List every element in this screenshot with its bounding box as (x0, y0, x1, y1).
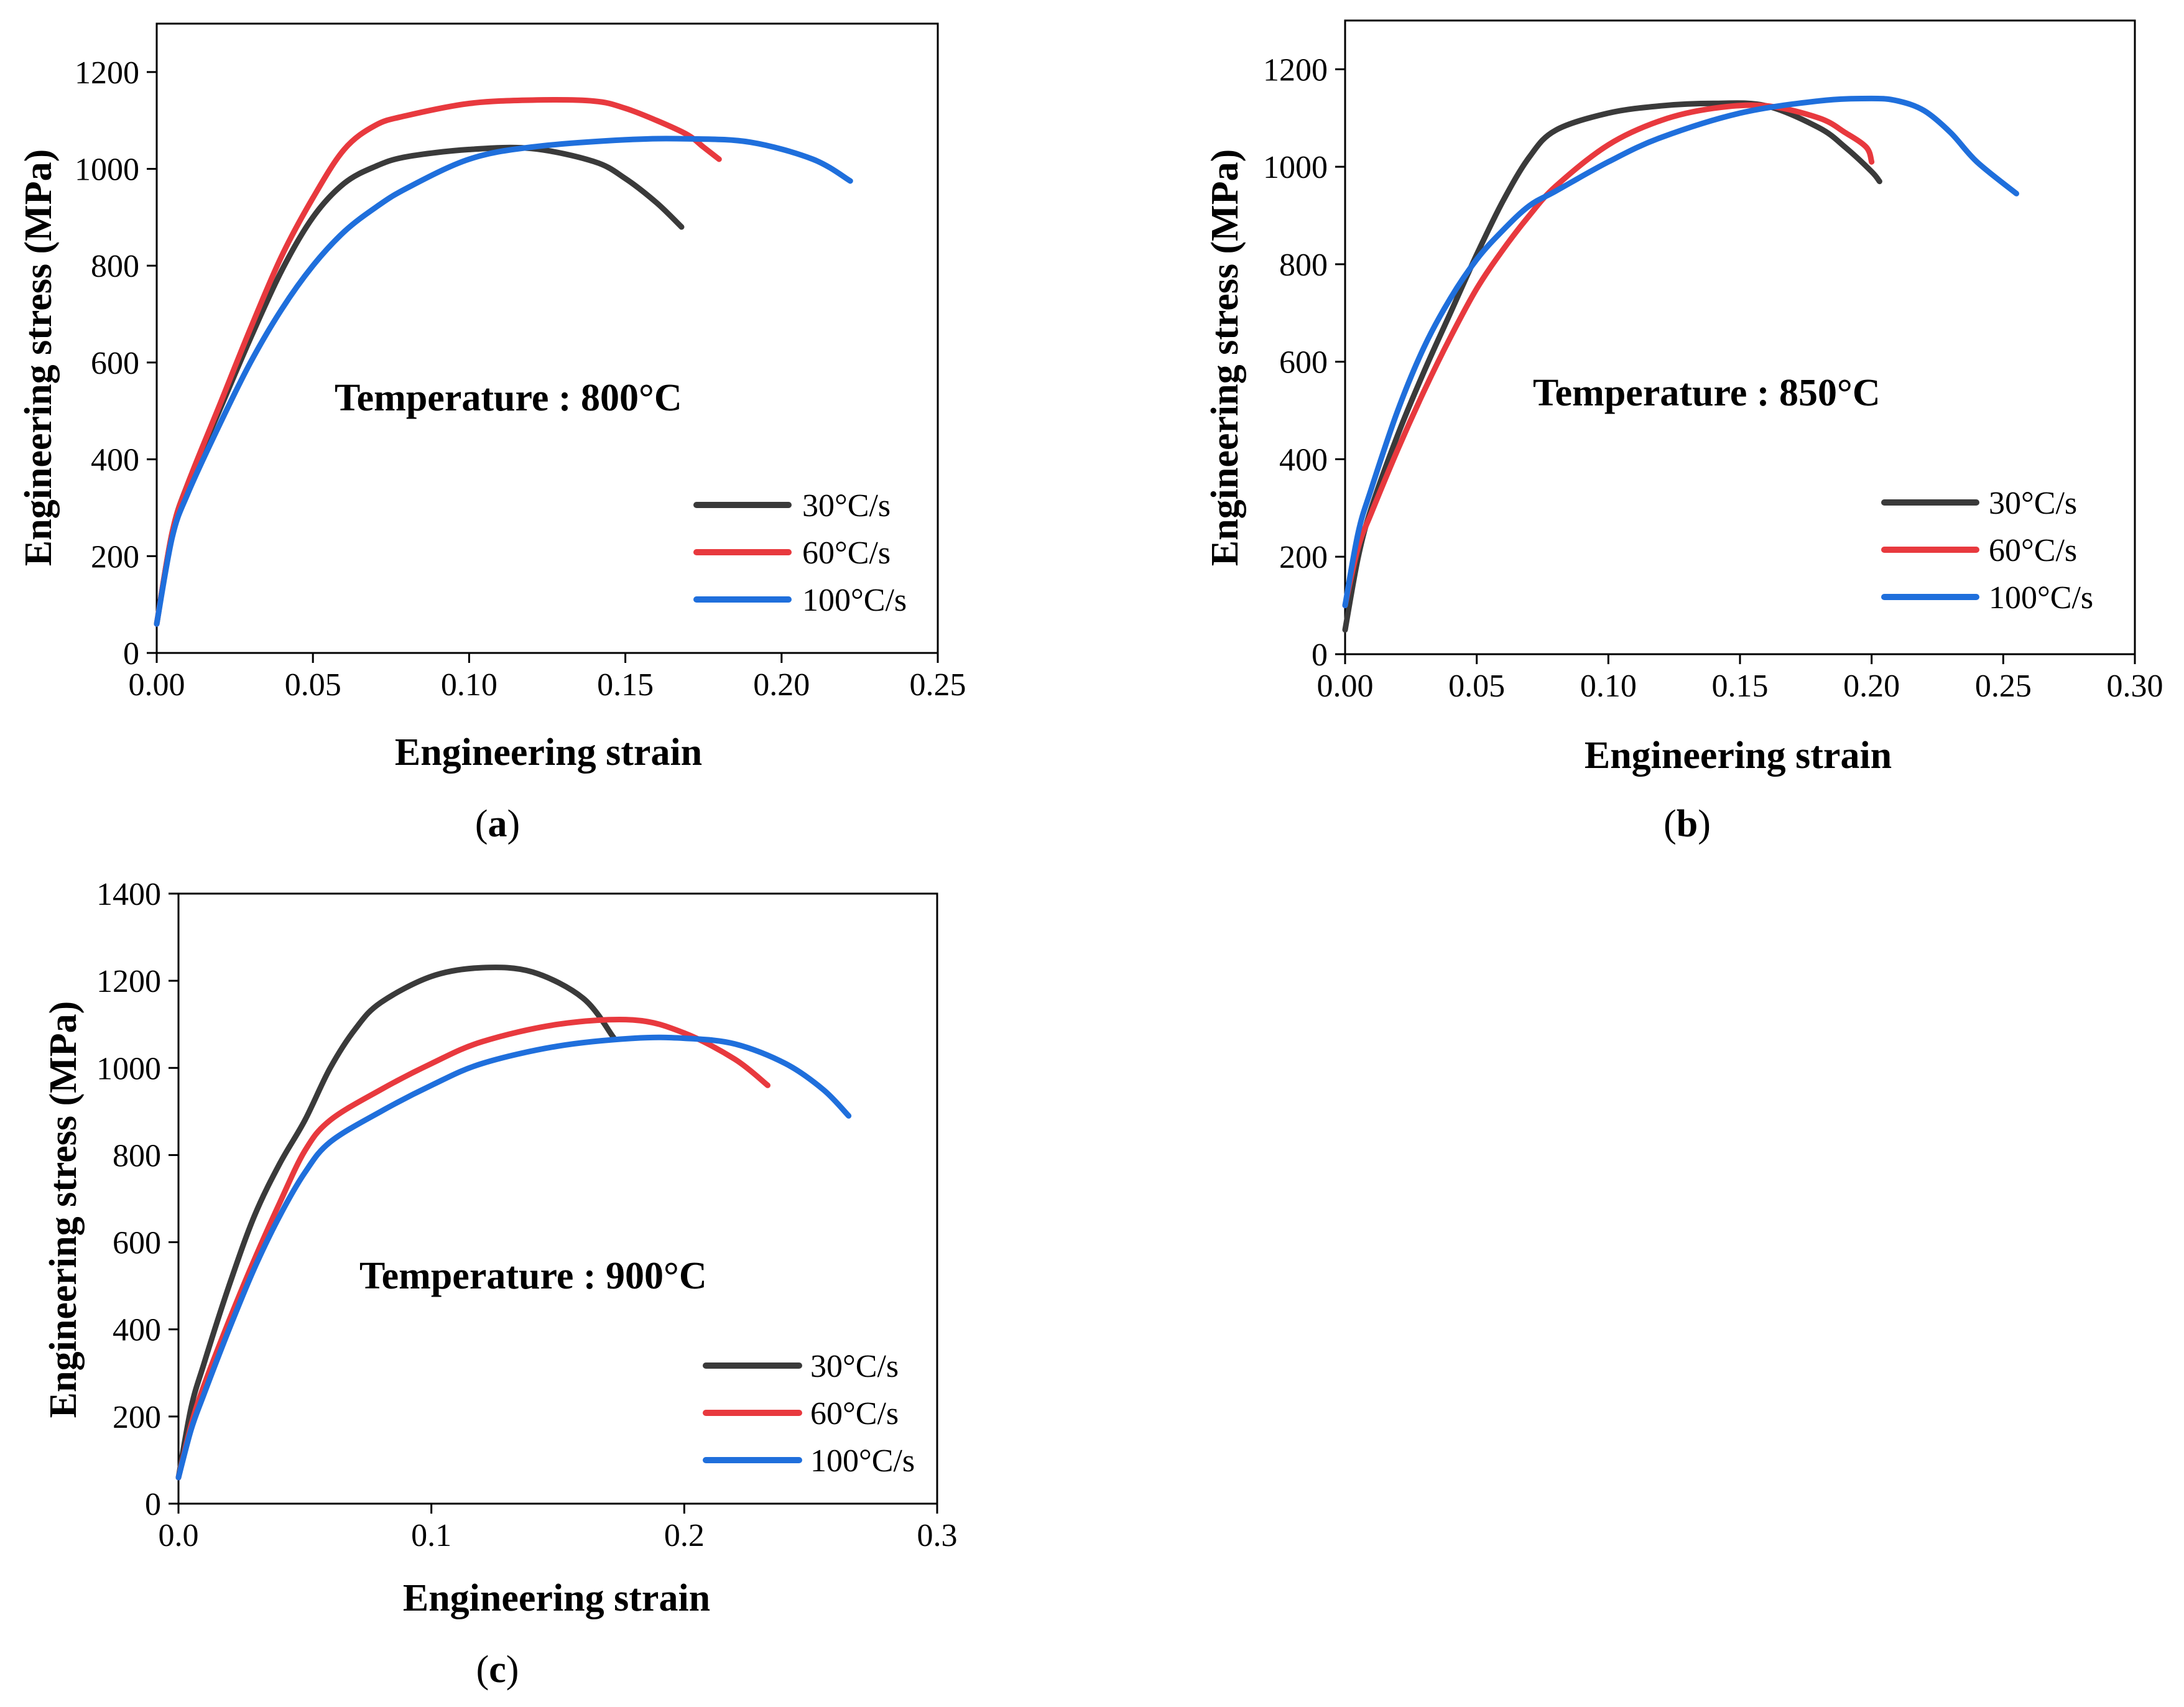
y-tick-label-a: 1200 (75, 55, 139, 91)
chart-a: 0.00 0.05 0.10 0.15 0.20 0.25 0 200 400 600 800 100… (75, 22, 966, 703)
x-tick-label-a: 0.10 (441, 667, 497, 703)
panel-label-c-letter: c (489, 1649, 506, 1691)
series-line-a-1 (154, 97, 722, 627)
x-axis-title-a: Engineering strain (395, 731, 702, 774)
x-tick-label-c: 0.1 (411, 1518, 451, 1553)
y-tick-label-c: 1400 (96, 877, 161, 912)
panel-label-a-close: ) (507, 803, 521, 845)
y-tick-label-b: 800 (1279, 247, 1328, 283)
y-tick-label-a: 0 (123, 636, 139, 672)
y-tick-label-b: 0 (1312, 637, 1328, 673)
x-tick-label-b: 0.15 (1712, 668, 1769, 704)
series-line-a-2 (154, 136, 853, 627)
annotation-b: Temperature : 850°C (1533, 372, 1881, 414)
legend-label-a-0: 30°C/s (802, 488, 891, 524)
panel-label-c: (c) (476, 1649, 519, 1691)
plot-frame-a (155, 22, 939, 654)
series-line-b-1 (1342, 102, 1875, 609)
panel-label-b-letter: b (1677, 803, 1698, 845)
x-tick-label-b: 0.00 (1317, 668, 1374, 704)
y-tick-label-c: 800 (113, 1138, 161, 1173)
y-axis-title-c: Engineering stress (MPa) (42, 1001, 85, 1418)
y-tick-label-c: 1000 (96, 1051, 161, 1086)
x-tick-label-a: 0.25 (910, 667, 966, 703)
panel-label-b: (b) (1663, 803, 1711, 845)
y-tick-label-a: 1000 (75, 152, 139, 188)
series-line-c-1 (175, 1017, 770, 1481)
y-axis-title-b: Engineering stress (MPa) (1204, 149, 1246, 566)
series-line-c-2 (175, 1034, 852, 1481)
panel-label-a-letter: a (488, 803, 507, 845)
series-line-c-0 (175, 965, 616, 1481)
panel-label-a: (a) (475, 803, 520, 845)
x-tick-label-b: 0.20 (1843, 668, 1900, 704)
x-tick-label-b: 0.05 (1448, 668, 1505, 704)
legend-label-a-1: 60°C/s (802, 535, 891, 571)
x-tick-label-a: 0.15 (597, 667, 654, 703)
x-tick-label-b: 0.30 (2107, 668, 2163, 704)
legend-label-c-0: 30°C/s (810, 1349, 899, 1384)
y-tick-label-a: 800 (91, 249, 139, 284)
annotation-c: Temperature : 900°C (359, 1255, 707, 1297)
panel-a: 0.00 0.05 0.10 0.15 0.20 0.25 0 200 400 600 800 100… (17, 22, 966, 845)
y-tick-label-b: 400 (1279, 442, 1328, 478)
panel-label-c-open: ( (476, 1649, 489, 1691)
legend-c: 30°C/s 60°C/s 100°C/s (703, 1349, 915, 1479)
x-tick-label-a: 0.05 (285, 667, 341, 703)
chart-b: 0.00 0.05 0.10 0.15 0.20 0.25 0.30 0 200 400 600 80… (1263, 19, 2163, 704)
legend-label-b-0: 30°C/s (1989, 486, 2077, 521)
x-tick-label-b: 0.25 (1975, 668, 2032, 704)
y-axis-title-a: Engineering stress (MPa) (17, 149, 60, 566)
panel-label-a-open: ( (475, 803, 488, 845)
y-tick-label-c: 0 (145, 1487, 161, 1522)
y-tick-label-b: 1000 (1263, 150, 1328, 185)
x-tick-label-b: 0.10 (1580, 668, 1637, 704)
x-tick-label-a: 0.00 (129, 667, 185, 703)
annotation-a: Temperature : 800°C (335, 377, 682, 419)
panel-label-c-close: ) (506, 1649, 519, 1691)
legend-label-a-2: 100°C/s (802, 583, 907, 618)
panel-label-b-close: ) (1698, 803, 1711, 845)
x-tick-label-c: 0.2 (664, 1518, 705, 1553)
y-tick-label-b: 1200 (1263, 52, 1328, 88)
series-line-b-0 (1342, 100, 1882, 633)
x-axis-title-c: Engineering strain (403, 1577, 710, 1619)
x-tick-label-a: 0.20 (753, 667, 810, 703)
y-tick-label-a: 600 (91, 346, 139, 381)
y-tick-label-b: 200 (1279, 540, 1328, 575)
y-tick-label-c: 1200 (96, 964, 161, 999)
series-line-b-2 (1342, 95, 2019, 609)
legend-label-c-1: 60°C/s (810, 1396, 899, 1432)
legend-label-b-1: 60°C/s (1989, 533, 2077, 568)
y-tick-label-a: 400 (91, 443, 139, 478)
x-tick-label-c: 0.3 (917, 1518, 958, 1553)
y-tick-label-c: 400 (113, 1313, 161, 1348)
legend-b: 30°C/s 60°C/s 100°C/s (1881, 486, 2093, 616)
panel-b: 0.00 0.05 0.10 0.15 0.20 0.25 0.30 0 200 400 600 80… (1204, 19, 2163, 845)
y-tick-label-c: 600 (113, 1226, 161, 1261)
chart-c: 0.0 0.1 0.2 0.3 0 200 400 600 800 1000 1200 1400 (96, 877, 958, 1553)
legend-a: 30°C/s 60°C/s 100°C/s (693, 488, 907, 618)
x-axis-title-b: Engineering strain (1585, 734, 1892, 777)
legend-label-c-2: 100°C/s (810, 1443, 915, 1479)
panel-label-b-open: ( (1663, 803, 1677, 845)
y-tick-label-a: 200 (91, 539, 139, 575)
y-tick-label-b: 600 (1279, 345, 1328, 381)
plot-frame-c (177, 892, 938, 1505)
legend-label-b-2: 100°C/s (1989, 580, 2093, 616)
y-tick-label-c: 200 (113, 1400, 161, 1435)
x-tick-label-c: 0.0 (159, 1518, 199, 1553)
panel-c: 0.0 0.1 0.2 0.3 0 200 400 600 800 1000 1200 1400 En… (42, 877, 958, 1691)
